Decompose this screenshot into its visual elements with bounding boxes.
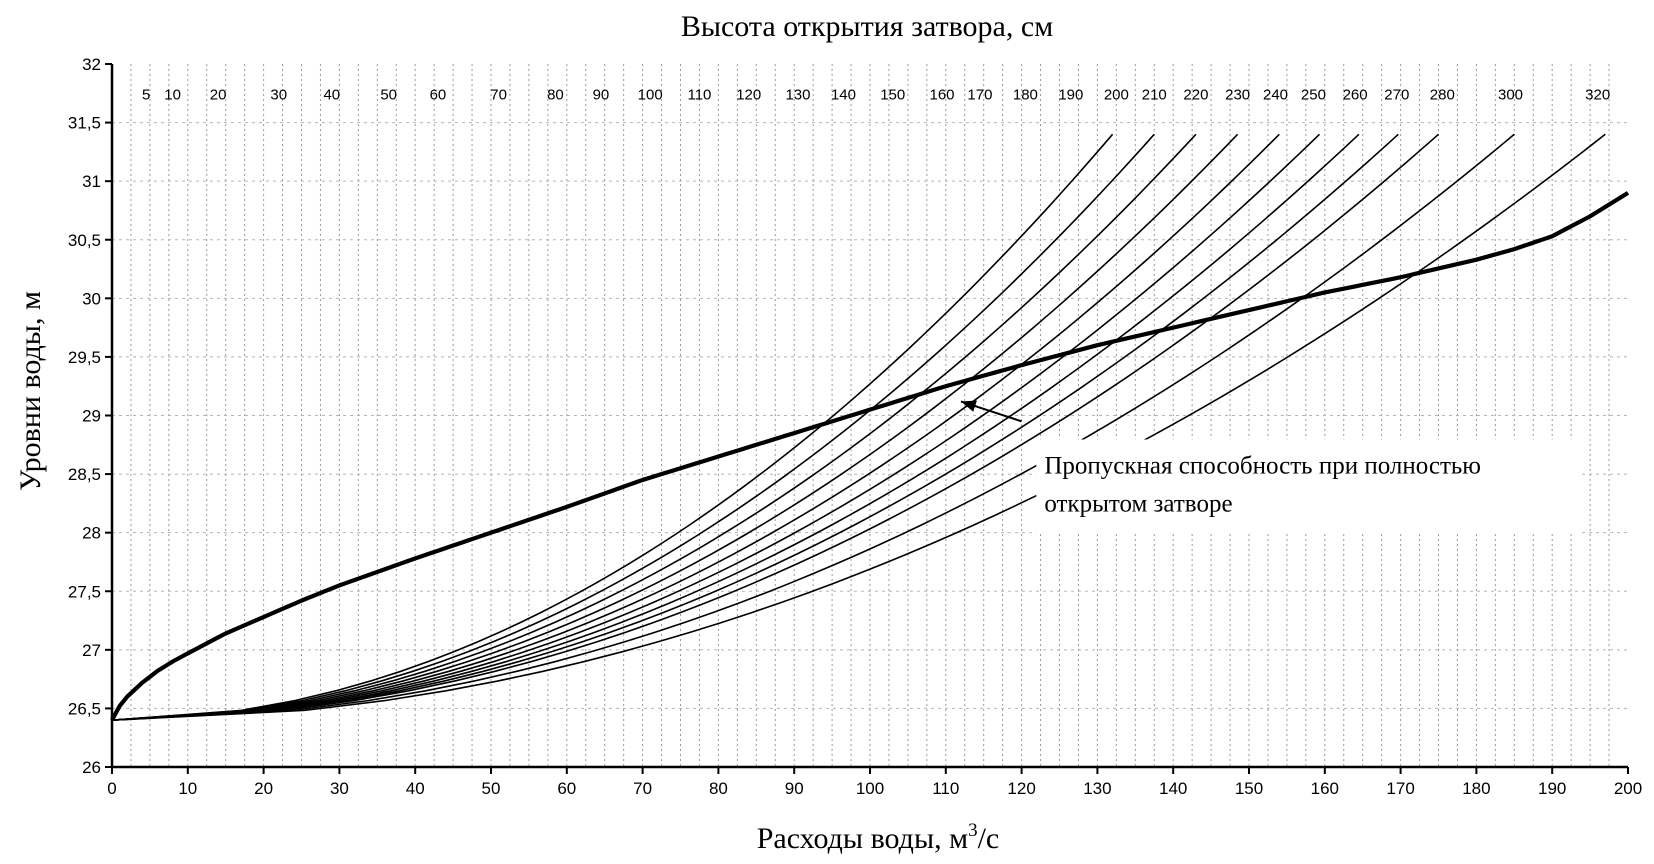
gate-label-50: 50 bbox=[380, 86, 397, 103]
gate-label-30: 30 bbox=[270, 86, 287, 103]
gate-curve-270 bbox=[112, 133, 1399, 721]
x-tick-label: 50 bbox=[482, 779, 501, 798]
gate-curves bbox=[112, 133, 1606, 721]
y-tick-label: 27 bbox=[82, 641, 101, 660]
x-axis-label-sup: 3 bbox=[968, 820, 978, 841]
x-tick-label: 110 bbox=[932, 779, 959, 798]
x-tick-label: 150 bbox=[1235, 779, 1263, 798]
x-tick-label: 120 bbox=[1007, 779, 1035, 798]
annotation-background bbox=[1036, 439, 1582, 534]
gate-label-160: 160 bbox=[929, 86, 954, 103]
x-tick-label: 0 bbox=[107, 779, 116, 798]
gate-label-220: 220 bbox=[1183, 86, 1208, 103]
axes: 0 10 20 30 40 50 60 70 80 90 100 110 120 130 140 150 160… bbox=[68, 55, 1642, 798]
gate-curve-300 bbox=[112, 133, 1515, 721]
gate-curve-320 bbox=[112, 133, 1606, 721]
y-tick-label: 26 bbox=[82, 758, 101, 777]
y-axis-label: Уровни воды, м bbox=[14, 291, 47, 491]
gate-label-170: 170 bbox=[967, 86, 992, 103]
gate-label-260: 260 bbox=[1343, 86, 1368, 103]
gate-label-280: 280 bbox=[1430, 86, 1455, 103]
gate-label-270: 270 bbox=[1384, 86, 1409, 103]
gate-curve-220 bbox=[112, 133, 1197, 721]
annotation: Пропускная способность при полностью откр… bbox=[960, 400, 1582, 534]
gate-curve-240 bbox=[112, 133, 1280, 721]
x-tick-label: 180 bbox=[1462, 779, 1490, 798]
x-axis-label-main: Расходы воды, м bbox=[757, 822, 968, 855]
gate-label-250: 250 bbox=[1301, 86, 1326, 103]
y-tick-label: 32 bbox=[82, 55, 101, 74]
gate-label-10: 10 bbox=[164, 86, 181, 103]
gate-curve-260 bbox=[112, 133, 1360, 721]
gate-label-230: 230 bbox=[1225, 86, 1250, 103]
gate-label-190: 190 bbox=[1058, 86, 1083, 103]
x-tick-label: 170 bbox=[1386, 779, 1414, 798]
gate-label-120: 120 bbox=[736, 86, 761, 103]
gate-label-110: 110 bbox=[687, 86, 711, 103]
x-tick-label: 100 bbox=[856, 779, 884, 798]
y-tick-label: 27,5 bbox=[68, 582, 101, 601]
gate-label-90: 90 bbox=[593, 86, 610, 103]
gate-label-210: 210 bbox=[1142, 86, 1167, 103]
chart-title: Высота открытия затвора, см bbox=[681, 10, 1053, 43]
y-tick-label: 28 bbox=[82, 524, 101, 543]
x-tick-label: 30 bbox=[330, 779, 349, 798]
annotation-text-line: открытом затворе bbox=[1044, 490, 1232, 517]
gate-curve-210 bbox=[112, 133, 1155, 721]
gate-label-240: 240 bbox=[1263, 86, 1288, 103]
gate-label-5: 5 bbox=[142, 86, 150, 103]
gate-label-320: 320 bbox=[1585, 86, 1610, 103]
gate-curve-280 bbox=[112, 133, 1440, 721]
x-tick-label: 20 bbox=[254, 779, 273, 798]
gate-label-130: 130 bbox=[785, 86, 810, 103]
gate-curve-230 bbox=[112, 133, 1239, 721]
x-tick-label: 130 bbox=[1083, 779, 1111, 798]
y-tick-label: 29,5 bbox=[68, 348, 101, 367]
gate-label-70: 70 bbox=[490, 86, 507, 103]
annotation-text-line: Пропускная способность при полностью bbox=[1044, 452, 1481, 479]
y-tick-label: 30 bbox=[82, 289, 101, 308]
annotation-arrow-head bbox=[960, 400, 977, 412]
x-axis-label: Расходы воды, м3/с bbox=[757, 820, 1000, 855]
y-tick-label: 31 bbox=[82, 172, 101, 191]
x-tick-label: 190 bbox=[1538, 779, 1566, 798]
gate-label-300: 300 bbox=[1498, 86, 1523, 103]
gate-label-100: 100 bbox=[638, 86, 663, 103]
gate-label-180: 180 bbox=[1013, 86, 1038, 103]
x-tick-label: 70 bbox=[633, 779, 652, 798]
x-tick-label: 140 bbox=[1159, 779, 1187, 798]
gate-label-150: 150 bbox=[880, 86, 905, 103]
full-open-curve bbox=[110, 191, 1630, 722]
grid bbox=[112, 64, 1628, 767]
gate-label-80: 80 bbox=[547, 86, 564, 103]
x-tick-label: 80 bbox=[709, 779, 728, 798]
y-tick-label: 29 bbox=[82, 407, 101, 426]
y-tick-label: 28,5 bbox=[68, 465, 101, 484]
gate-label-20: 20 bbox=[210, 86, 227, 103]
x-axis-label-tail: /с bbox=[978, 822, 1000, 855]
gate-label-140: 140 bbox=[831, 86, 856, 103]
x-tick-label: 60 bbox=[557, 779, 576, 798]
gate-label-200: 200 bbox=[1104, 86, 1129, 103]
gate-label-40: 40 bbox=[323, 86, 340, 103]
y-tick-label: 30,5 bbox=[68, 231, 101, 250]
x-tick-label: 10 bbox=[178, 779, 197, 798]
x-tick-label: 160 bbox=[1311, 779, 1339, 798]
gate-curve-250 bbox=[112, 133, 1321, 721]
full-open-curve-group bbox=[110, 191, 1630, 722]
gate-labels: 5 10 20 30 40 50 60 70 80 90 100 110 120 130 140 150 160… bbox=[142, 86, 1610, 103]
y-tick-label: 26,5 bbox=[68, 699, 101, 718]
x-tick-label: 200 bbox=[1614, 779, 1642, 798]
y-tick-label: 31,5 bbox=[68, 114, 101, 133]
gate-label-60: 60 bbox=[430, 86, 447, 103]
x-tick-label: 90 bbox=[785, 779, 804, 798]
x-tick-label: 40 bbox=[406, 779, 425, 798]
